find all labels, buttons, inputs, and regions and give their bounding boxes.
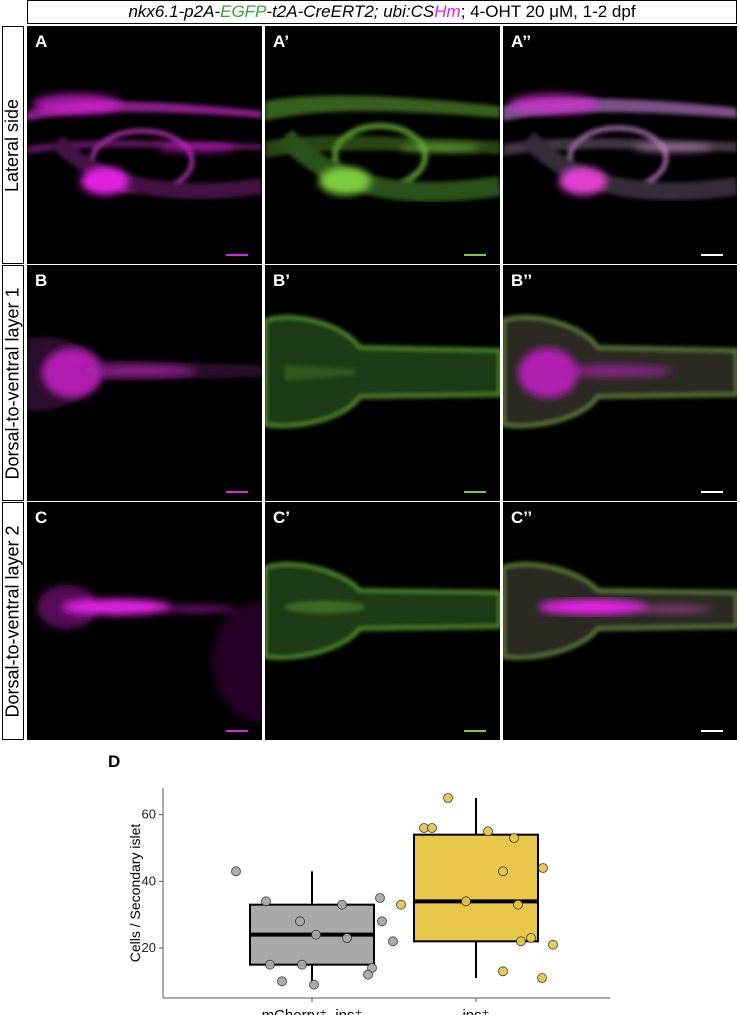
figure-title: nkx6.1-p2A- EGFP -t2A-CreERT2; ubi:CS Hm; 4… [27, 0, 737, 24]
panel-letter: B’ [273, 271, 290, 290]
row-label-text: Lateral side [2, 98, 23, 192]
panel-c-prime: C’ [265, 502, 500, 740]
panel-letter: B [35, 271, 48, 290]
panel-b-double-prime: B’’ [503, 265, 737, 501]
row-label-text: Dorsal-to-ventral layer 2 [2, 524, 23, 718]
panel-letter: A’ [273, 32, 290, 51]
data-point [277, 976, 287, 987]
boxplot-chart: 20 40 60 Cells / Secondary islet mCherry⁺, i… [127, 788, 610, 1015]
data-point [498, 866, 508, 877]
data-point [265, 959, 275, 970]
panel-letter: A [35, 32, 48, 51]
panel-b-prime: B’ [265, 265, 500, 501]
panel-a: A [27, 26, 262, 264]
panel-letter: C’ [273, 508, 290, 527]
x-tick-label: mCherry⁺, ins⁺ [262, 1007, 363, 1015]
data-point [311, 929, 321, 940]
data-point [261, 896, 271, 907]
panel-letter: C [35, 508, 48, 527]
data-point [377, 916, 387, 927]
panel-letter: A’’ [511, 32, 532, 51]
data-point [396, 899, 406, 910]
data-point [363, 969, 373, 980]
panel-letter: B’’ [511, 271, 533, 290]
data-point [231, 866, 241, 877]
data-point [375, 893, 385, 903]
scale-bar [464, 491, 486, 493]
title-part-hm: Hm [434, 2, 461, 21]
y-tick-label: 40 [142, 873, 156, 888]
data-point [498, 966, 508, 977]
data-point [538, 863, 548, 873]
scale-bar [226, 491, 248, 493]
box-1 [413, 833, 539, 943]
y-tick-label: 20 [142, 940, 156, 955]
row-label-layer1: Dorsal-to-ventral layer 1 [2, 265, 24, 501]
scale-bar [226, 254, 248, 256]
row-label-layer2: Dorsal-to-ventral layer 2 [2, 502, 24, 740]
data-point [443, 793, 453, 803]
panel-d-letter: D [108, 752, 121, 771]
title-part-egfp: EGFP [220, 2, 267, 21]
data-point [548, 939, 558, 950]
data-point [427, 823, 437, 833]
panel-a-double-prime: A’’ [503, 26, 737, 264]
row-label-lateral: Lateral side [2, 26, 24, 264]
data-point [297, 959, 307, 970]
data-point [342, 933, 352, 943]
x-tick-label: ins⁺ [462, 1007, 489, 1015]
scale-bar [464, 254, 486, 256]
data-point [516, 936, 526, 947]
panel-a-prime: A’ [265, 26, 500, 264]
panel-c-double-prime: C’’ [503, 502, 737, 740]
panel-b: B [27, 265, 262, 501]
data-point [295, 916, 305, 927]
data-point [337, 899, 347, 910]
data-point [526, 933, 536, 943]
data-point [513, 899, 523, 910]
title-part-gene: nkx6.1-p2A- [128, 2, 221, 21]
data-point [509, 833, 519, 843]
scale-bar [701, 491, 723, 493]
title-part-treatment: ; 4-OHT 20 μM, 1-2 dpf [460, 2, 636, 21]
row-label-text: Dorsal-to-ventral layer 1 [2, 286, 23, 480]
title-part-cre: -t2A-CreERT2; ubi:CS [266, 2, 435, 21]
scale-bar [701, 254, 723, 256]
scale-bar [464, 730, 486, 732]
panel-c: C [27, 502, 262, 740]
scale-bar [701, 730, 723, 732]
data-point [483, 826, 493, 837]
data-point [388, 936, 398, 947]
data-point [537, 973, 547, 983]
data-point [461, 896, 471, 907]
data-point [309, 979, 319, 990]
panel-letter: C’’ [511, 508, 533, 527]
y-axis-label: Cells / Secondary islet [127, 824, 143, 963]
y-tick-label: 60 [142, 807, 156, 822]
scale-bar [226, 730, 248, 732]
